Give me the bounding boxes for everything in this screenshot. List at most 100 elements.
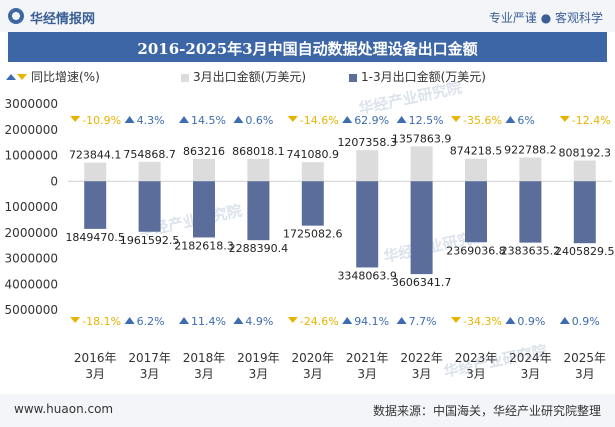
bar-q1-label: 2405829.5	[555, 245, 615, 258]
x-category-label: 3月	[521, 367, 541, 381]
growth-march-up-icon	[233, 116, 244, 123]
growth-march-label: 6%	[517, 114, 534, 127]
growth-q1-label: 0.9%	[572, 315, 600, 328]
growth-q1-up-icon	[233, 317, 244, 324]
x-category-label: 2022年	[400, 351, 443, 365]
growth-q1-label: -18.1%	[82, 315, 121, 328]
bar-q1-label: 3606341.7	[392, 276, 452, 289]
bar-q1	[301, 181, 324, 226]
bar-q1-label: 1849470.5	[65, 231, 125, 244]
data-source: 数据来源：中国海关，华经产业研究院整理	[372, 404, 601, 418]
y-tick-label: 1000000	[5, 200, 58, 214]
y-tick-label: 2000000	[5, 123, 58, 137]
growth-q1-label: 4.9%	[245, 315, 273, 328]
growth-march-down-icon	[287, 116, 298, 122]
growth-march-down-icon	[70, 116, 81, 122]
bar-march-label: 1357863.9	[392, 132, 452, 145]
bar-march-label: 874218.5	[450, 145, 503, 158]
growth-march-label: -10.9%	[82, 114, 121, 127]
bar-q1	[519, 181, 542, 243]
bar-march-label: 868018.1	[232, 145, 285, 158]
bar-march	[247, 158, 270, 182]
legend-growth-label: 同比增速(%)	[31, 70, 100, 84]
y-tick-label: 3000000	[5, 252, 58, 266]
x-category-label: 3月	[140, 367, 160, 381]
bar-q1-label: 2383635.2	[501, 245, 561, 258]
growth-march-label: 4.3%	[137, 114, 165, 127]
x-category-label: 2021年	[346, 351, 389, 365]
growth-q1-label: 6.2%	[137, 315, 165, 328]
x-category-label: 3月	[357, 367, 377, 381]
y-tick-label: 2000000	[5, 226, 58, 240]
growth-march-label: 12.5%	[409, 114, 444, 127]
growth-q1-up-icon	[179, 317, 189, 324]
header-bar: 华经情报网 专业严谨 ● 客观科学	[0, 0, 615, 32]
growth-march-up-icon	[124, 116, 135, 123]
growth-march-label: 14.5%	[191, 114, 226, 127]
growth-march-up-icon	[179, 116, 189, 123]
bar-march	[193, 159, 215, 182]
footer-bar: www.huaon.com 数据来源：中国海关，华经产业研究院整理	[0, 394, 615, 427]
growth-march-label: -12.4%	[572, 114, 611, 127]
bar-q1	[573, 181, 596, 244]
bar-q1-label: 2288390.4	[229, 242, 289, 255]
legend-up-triangle-icon	[6, 74, 16, 80]
x-category-label: 3月	[194, 367, 214, 381]
growth-march-label: -35.6%	[463, 114, 502, 127]
growth-q1-label: 0.9%	[517, 315, 545, 328]
y-tick-label: 5000000	[5, 303, 58, 317]
growth-march-down-icon	[451, 116, 461, 122]
bar-march	[573, 160, 596, 182]
growth-march-label: 62.9%	[354, 114, 389, 127]
y-tick-label: 4000000	[5, 277, 58, 291]
x-category-label: 2019年	[237, 351, 280, 365]
bar-march	[138, 161, 161, 182]
x-category-label: 2018年	[183, 351, 226, 365]
y-tick-label: 1000000	[5, 149, 58, 163]
x-category-label: 2020年	[292, 351, 335, 365]
bar-march-label: 922788.2	[504, 143, 557, 156]
bar-march-label: 741080.9	[287, 148, 340, 161]
bar-march-label: 754868.7	[123, 148, 176, 161]
x-category-label: 3月	[412, 367, 432, 381]
growth-q1-label: 11.4%	[191, 315, 226, 328]
legend-march-swatch	[181, 74, 189, 82]
brand-tagline: 专业严谨 ● 客观科学	[488, 11, 603, 25]
bar-q1	[356, 181, 379, 268]
x-category-label: 3月	[85, 367, 105, 381]
growth-q1-down-icon	[287, 317, 298, 323]
bar-q1	[410, 181, 433, 275]
bar-march-label: 808192.3	[559, 146, 612, 159]
x-category-label: 2017年	[128, 351, 171, 365]
title-bar: 2016-2025年3月中国自动数据处理设备出口金额	[8, 32, 607, 62]
growth-march-up-icon	[342, 116, 353, 123]
growth-q1-down-icon	[451, 317, 461, 323]
site-url[interactable]: www.huaon.com	[14, 402, 114, 416]
bar-march	[519, 157, 542, 182]
x-category-label: 3月	[249, 367, 269, 381]
y-tick-label: 0	[50, 174, 58, 188]
bar-march	[410, 146, 433, 182]
growth-march-down-icon	[559, 116, 570, 122]
legend-q1-swatch	[349, 74, 357, 82]
bar-march	[301, 162, 324, 182]
bar-q1	[247, 181, 270, 241]
bar-march-label: 863216	[183, 145, 225, 158]
growth-q1-label: 7.7%	[409, 315, 437, 328]
x-category-label: 3月	[575, 367, 595, 381]
brand-name[interactable]: 华经情报网	[30, 12, 96, 27]
bar-q1-label: 2369036.8	[446, 244, 506, 257]
bar-q1	[193, 181, 215, 238]
growth-march-label: -14.6%	[300, 114, 339, 127]
x-category-label: 2024年	[509, 351, 552, 365]
growth-q1-label: -34.3%	[463, 315, 502, 328]
bar-q1-label: 2182618.3	[174, 239, 234, 252]
bar-q1-label: 1725082.6	[283, 228, 343, 241]
bar-q1	[84, 181, 107, 229]
bar-march	[465, 158, 487, 182]
legend-down-triangle-icon	[17, 74, 27, 80]
x-category-label: 2023年	[455, 351, 498, 365]
growth-q1-label: 94.1%	[354, 315, 389, 328]
growth-march-label: 0.6%	[245, 114, 273, 127]
bar-march	[356, 150, 379, 182]
